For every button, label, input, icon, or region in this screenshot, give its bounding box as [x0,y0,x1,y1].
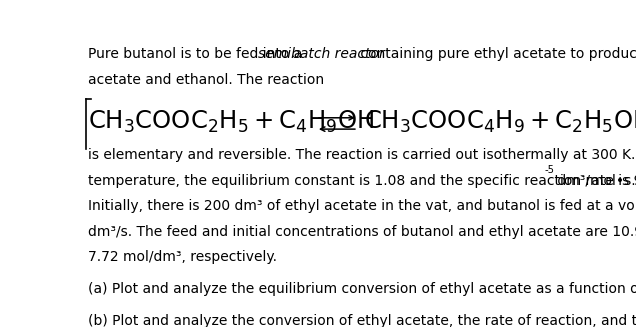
Text: semibatch reactor: semibatch reactor [258,47,385,61]
Text: $\mathregular{CH_3COOC_2H_5 + C_4H_9OH}$: $\mathregular{CH_3COOC_2H_5 + C_4H_9OH}$ [88,109,375,135]
Text: (a) Plot and analyze the equilibrium conversion of ethyl acetate as a function o: (a) Plot and analyze the equilibrium con… [88,282,636,296]
Text: $\mathregular{CH_3COOC_4H_9 + C_2H_5OH}$: $\mathregular{CH_3COOC_4H_9 + C_2H_5OH}$ [364,109,636,135]
Text: -5: -5 [545,165,555,176]
Text: temperature, the equilibrium constant is 1.08 and the specific reaction rate is : temperature, the equilibrium constant is… [88,174,636,188]
Text: acetate and ethanol. The reaction: acetate and ethanol. The reaction [88,73,324,87]
Text: (b) Plot and analyze the conversion of ethyl acetate, the rate of reaction, and : (b) Plot and analyze the conversion of e… [88,314,636,327]
Text: 7.72 mol/dm³, respectively.: 7.72 mol/dm³, respectively. [88,250,277,264]
Text: is elementary and reversible. The reaction is carried out isothermally at 300 K.: is elementary and reversible. The reacti… [88,148,636,162]
Text: containing pure ethyl acetate to produce butyl: containing pure ethyl acetate to produce… [356,47,636,61]
Text: dm³/s. The feed and initial concentrations of butanol and ethyl acetate are 10.9: dm³/s. The feed and initial concentratio… [88,225,636,238]
Text: Pure butanol is to be fed into a: Pure butanol is to be fed into a [88,47,307,61]
Text: Initially, there is 200 dm³ of ethyl acetate in the vat, and butanol is fed at a: Initially, there is 200 dm³ of ethyl ace… [88,199,636,213]
Text: dm³/mol•s.: dm³/mol•s. [553,174,635,188]
